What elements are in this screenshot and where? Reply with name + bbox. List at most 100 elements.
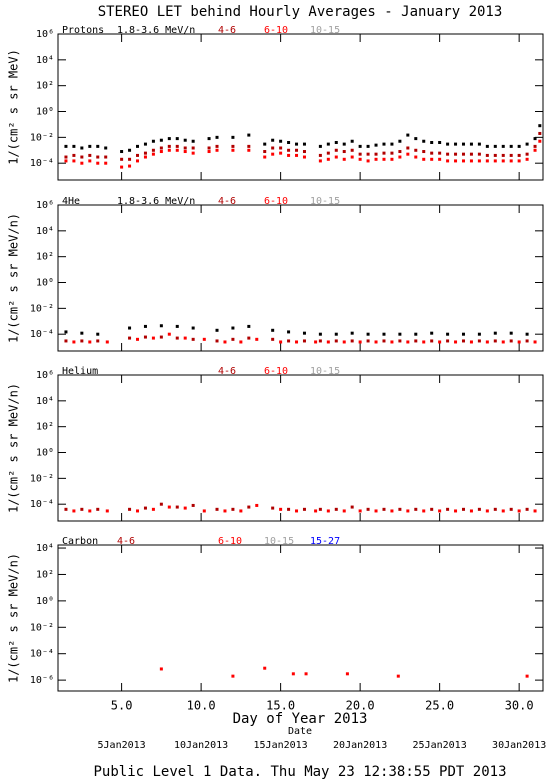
data-point [159,502,163,506]
data-point [342,509,346,513]
data-point [143,335,147,339]
y-tick-label: 10⁻² [30,303,54,314]
data-point [263,142,267,146]
data-point [374,157,378,161]
legend-entry: 10-15 [310,196,340,207]
data-point [128,336,132,340]
data-point [231,337,235,341]
data-point [382,142,386,146]
data-point [342,150,346,154]
y-tick-label: 10⁻⁴ [30,329,54,340]
data-point [167,148,171,152]
data-point [358,509,362,513]
data-point [374,143,378,147]
data-point [398,139,402,143]
legend-entry: 6-10 [264,196,288,207]
data-point [88,159,92,163]
data-point [159,146,163,150]
data-point [446,159,450,163]
data-point [191,139,195,143]
y-tick-label: 10⁻² [30,473,54,484]
data-point [422,340,426,344]
data-point [167,505,171,509]
y-tick-label: 10² [36,422,54,433]
data-point [80,339,84,343]
data-point [302,339,306,343]
data-point [207,150,211,154]
data-point [509,153,513,157]
data-point [517,509,521,513]
data-point [461,339,465,343]
data-point [469,142,473,146]
data-point [223,509,227,513]
y-tick-label: 10⁰ [36,596,54,607]
x-tick-label: 25.0 [425,699,454,713]
data-point [461,152,465,156]
data-point [390,151,394,155]
data-point [247,144,251,148]
data-point [501,153,505,157]
data-point [167,332,171,336]
data-point [279,507,283,511]
data-point [104,161,108,165]
data-point [96,339,100,343]
data-point [215,135,219,139]
data-point [509,159,513,163]
data-point [366,332,370,336]
data-point [350,339,354,343]
data-point [485,153,489,157]
data-point [72,509,76,513]
data-point [247,336,251,340]
data-point [263,666,267,670]
data-point [231,326,235,330]
data-point [255,503,259,507]
data-point [517,340,521,344]
data-point [231,507,235,511]
x-tick-label: 5.0 [111,699,133,713]
data-point [406,133,410,137]
data-point [350,155,354,159]
data-point [390,340,394,344]
data-point [302,155,306,159]
data-point [398,332,402,336]
species-label: Protons [62,25,104,36]
data-point [509,331,513,335]
data-point [334,339,338,343]
data-point [128,507,132,511]
legend-entry: 1.8-3.6 MeV/n [117,25,195,36]
data-point [80,507,84,511]
data-point [469,509,473,513]
data-point [493,507,497,511]
data-point [318,332,322,336]
data-point [247,148,251,152]
data-point [314,509,318,513]
y-tick-label: 10⁻⁴ [30,158,54,169]
data-point [136,337,140,341]
data-point [64,339,68,343]
data-point [223,340,227,344]
data-point [461,507,465,511]
data-point [509,507,513,511]
data-point [263,155,267,159]
data-point [342,340,346,344]
data-point [366,507,370,511]
data-point [461,332,465,336]
data-point [295,142,299,146]
data-point [414,148,418,152]
data-point [454,142,458,146]
data-point [96,155,100,159]
data-point [271,337,275,341]
data-point [295,148,299,152]
data-point [382,332,386,336]
data-point [72,159,76,163]
data-point [128,148,132,152]
data-point [128,164,132,168]
y-tick-label: 10⁶ [36,370,54,381]
data-point [247,133,251,137]
data-point [509,339,513,343]
data-point [231,148,235,152]
y-tick-label: 10⁻² [30,132,54,143]
data-point [342,157,346,161]
data-point [271,146,275,150]
data-point [438,157,442,161]
